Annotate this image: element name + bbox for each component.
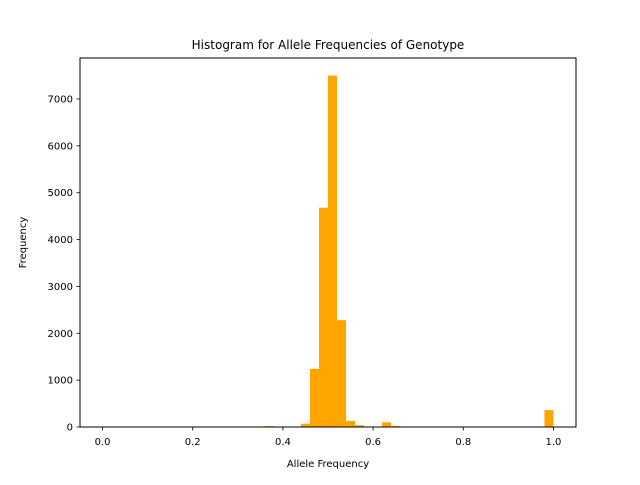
- y-tick-label: 2000: [48, 329, 73, 340]
- x-tick-label: 0.8: [455, 437, 471, 448]
- y-tick-label: 0: [67, 423, 73, 434]
- histogram-bar: [346, 421, 355, 427]
- y-tick-label: 6000: [48, 141, 73, 152]
- chart-title: Histogram for Allele Frequencies of Geno…: [192, 38, 465, 52]
- x-tick-label: 0.4: [275, 437, 291, 448]
- y-tick-label: 7000: [48, 95, 73, 106]
- histogram-bar: [382, 422, 391, 427]
- histogram-bar: [337, 320, 346, 427]
- y-tick-label: 4000: [48, 235, 73, 246]
- histogram-bar: [544, 410, 553, 427]
- histogram-bar: [328, 76, 337, 427]
- x-tick-label: 0.6: [365, 437, 381, 448]
- x-axis-label: Allele Frequency: [287, 459, 369, 470]
- histogram-bar: [310, 369, 319, 427]
- y-tick-label: 3000: [48, 282, 73, 293]
- y-tick-label: 1000: [48, 376, 73, 387]
- y-axis-label: Frequency: [18, 217, 29, 269]
- x-tick-label: 0.0: [95, 437, 111, 448]
- histogram-bar: [319, 208, 328, 427]
- x-tick-label: 0.2: [185, 437, 201, 448]
- y-tick-label: 5000: [48, 188, 73, 199]
- x-tick-label: 1.0: [546, 437, 562, 448]
